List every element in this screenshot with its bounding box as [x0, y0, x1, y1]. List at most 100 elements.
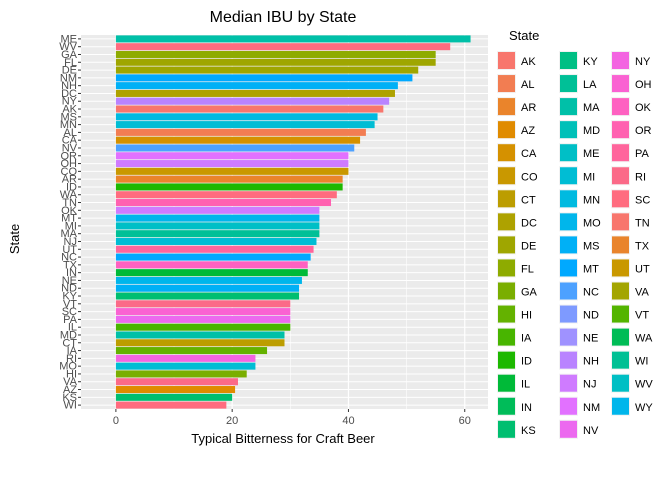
bar-mn — [115, 121, 375, 129]
y-tick-label: KS — [62, 392, 77, 404]
legend-swatch — [498, 305, 515, 323]
legend-item-nv: NV — [559, 419, 599, 439]
legend-swatch — [612, 144, 629, 162]
legend-label: AK — [521, 56, 536, 68]
y-tick-label: AZ — [63, 384, 77, 396]
y-tick-label: WI — [64, 400, 77, 412]
y-tick-label: DE — [62, 65, 77, 77]
legend-label: ND — [583, 310, 599, 322]
bar-vt — [115, 300, 291, 308]
legend-item-va: VA — [611, 281, 650, 301]
legend-label: MT — [583, 263, 599, 275]
legend-swatch — [498, 121, 515, 139]
legend-label: OH — [635, 79, 652, 91]
legend-label: WY — [635, 402, 653, 414]
bar-ct — [115, 339, 285, 347]
legend-label: IN — [521, 402, 532, 414]
legend-item-mi: MI — [559, 166, 595, 186]
y-tick-label: FL — [64, 57, 77, 69]
legend-label: CT — [521, 194, 536, 206]
y-tick-label: VT — [63, 298, 77, 310]
y-axis: MEWVGAFLDENMNHDCNYAKMSMNALCANVOROHCOARID… — [59, 33, 81, 412]
bar-pa — [115, 315, 291, 323]
y-tick-label: NY — [62, 96, 78, 108]
bar-md — [115, 331, 285, 339]
y-tick-label: MT — [61, 213, 77, 225]
legend-label: DE — [521, 240, 536, 252]
bar-me — [115, 35, 471, 43]
legend-item-sc: SC — [611, 189, 650, 209]
legend-swatch — [612, 397, 629, 415]
y-tick-label: NH — [61, 80, 77, 92]
legend-item-ny: NY — [611, 51, 651, 70]
legend-item-nj: NJ — [559, 373, 596, 393]
bar-or — [115, 152, 349, 160]
legend-item-wa: WA — [611, 327, 653, 347]
bar-tn — [115, 199, 332, 207]
y-tick-label: WV — [59, 41, 77, 53]
legend-item-or: OR — [611, 120, 652, 140]
legend-item-ak: AK — [497, 51, 536, 70]
legend-label: MN — [583, 194, 600, 206]
legend-label: ME — [583, 148, 600, 160]
bar-ne — [115, 276, 302, 284]
legend-swatch — [498, 259, 515, 277]
legend-item-ct: CT — [497, 189, 536, 209]
y-tick-label: IN — [66, 267, 77, 279]
legend-item-ok: OK — [611, 97, 652, 117]
legend-swatch — [612, 282, 629, 300]
legend-swatch — [612, 374, 629, 392]
bar-ar — [115, 175, 343, 183]
chart-title: Median IBU by State — [210, 9, 357, 26]
legend-label: NY — [635, 56, 651, 68]
legend-item-ks: KS — [497, 419, 536, 439]
legend-label: VT — [635, 310, 649, 322]
legend-item-ri: RI — [611, 166, 646, 186]
legend-swatch — [498, 167, 515, 185]
legend-swatch — [612, 351, 629, 369]
legend-label: SC — [635, 194, 650, 206]
bar-in — [115, 269, 308, 277]
legend-swatch — [560, 305, 577, 323]
legend-item-tn: TN — [611, 212, 650, 232]
legend-label: MD — [583, 125, 600, 137]
legend-label: DC — [521, 217, 537, 229]
y-tick-label: CT — [62, 337, 77, 349]
y-tick-label: KY — [62, 291, 77, 303]
legend-label: HI — [521, 310, 532, 322]
legend-swatch — [498, 397, 515, 415]
legend-title: State — [509, 28, 539, 43]
bar-fl — [115, 58, 436, 66]
legend-label: GA — [521, 287, 538, 299]
x-tick-label: 20 — [226, 415, 238, 427]
legend-item-id: ID — [497, 350, 532, 370]
legend-swatch — [612, 305, 629, 323]
legend-swatch — [612, 121, 629, 139]
legend-label: NM — [583, 402, 600, 414]
legend-swatch — [498, 52, 515, 69]
bar-sc — [115, 308, 291, 316]
x-tick-label: 0 — [113, 415, 119, 427]
legend-item-mt: MT — [559, 258, 599, 278]
y-tick-label: VA — [63, 376, 78, 388]
bar-wa — [115, 191, 337, 199]
bar-wv — [115, 43, 451, 51]
legend-label: VA — [635, 287, 650, 299]
legend-label: KY — [583, 56, 598, 68]
x-axis-label: Typical Bitterness for Craft Beer — [191, 431, 375, 446]
legend-item-wv: WV — [611, 373, 653, 393]
y-tick-label: OR — [61, 150, 78, 162]
legend-swatch — [560, 121, 577, 139]
y-tick-label: DC — [61, 88, 77, 100]
y-tick-label: UT — [62, 244, 77, 256]
legend-item-pa: PA — [611, 143, 650, 163]
legend-label: RI — [635, 171, 646, 183]
bar-nv — [115, 144, 355, 152]
y-axis-label: State — [7, 224, 22, 254]
bar-ia — [115, 347, 268, 355]
legend-item-il: IL — [497, 373, 530, 393]
bar-nh — [115, 82, 398, 90]
legend-item-ms: MS — [559, 235, 600, 255]
legend-label: IA — [521, 333, 532, 345]
y-tick-label: ID — [66, 181, 77, 193]
